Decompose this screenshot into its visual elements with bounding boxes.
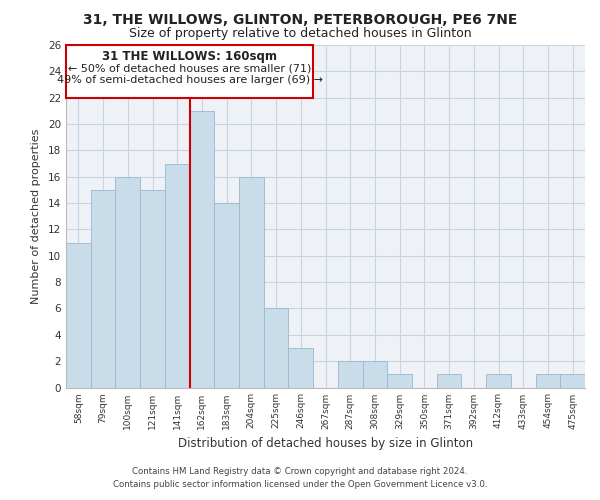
Text: Contains HM Land Registry data © Crown copyright and database right 2024.
Contai: Contains HM Land Registry data © Crown c… <box>113 467 487 489</box>
Y-axis label: Number of detached properties: Number of detached properties <box>31 128 41 304</box>
Bar <box>66 242 91 388</box>
Bar <box>239 176 264 388</box>
X-axis label: Distribution of detached houses by size in Glinton: Distribution of detached houses by size … <box>178 437 473 450</box>
Bar <box>91 190 115 388</box>
Bar <box>362 361 387 388</box>
Bar <box>338 361 362 388</box>
Bar <box>264 308 289 388</box>
Bar <box>115 176 140 388</box>
Text: ← 50% of detached houses are smaller (71): ← 50% of detached houses are smaller (71… <box>68 64 311 74</box>
Bar <box>289 348 313 388</box>
FancyBboxPatch shape <box>66 45 313 98</box>
Bar <box>486 374 511 388</box>
Bar <box>165 164 190 388</box>
Text: Size of property relative to detached houses in Glinton: Size of property relative to detached ho… <box>128 28 472 40</box>
Bar <box>214 203 239 388</box>
Bar <box>437 374 461 388</box>
Bar <box>536 374 560 388</box>
Text: 31, THE WILLOWS, GLINTON, PETERBOROUGH, PE6 7NE: 31, THE WILLOWS, GLINTON, PETERBOROUGH, … <box>83 12 517 26</box>
Bar <box>190 111 214 388</box>
Bar <box>140 190 165 388</box>
Text: 49% of semi-detached houses are larger (69) →: 49% of semi-detached houses are larger (… <box>56 76 323 86</box>
Bar <box>560 374 585 388</box>
Bar <box>387 374 412 388</box>
Text: 31 THE WILLOWS: 160sqm: 31 THE WILLOWS: 160sqm <box>102 50 277 64</box>
